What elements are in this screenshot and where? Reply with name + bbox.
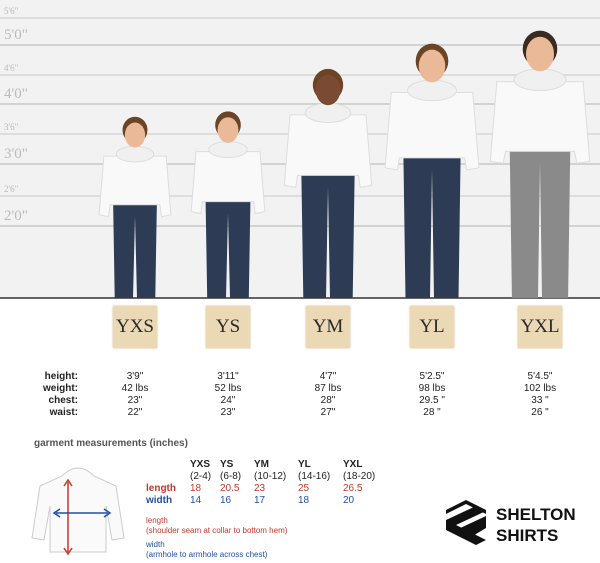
measurement: 20.5 [220,483,240,494]
child-face [418,49,446,83]
height-scale-label: 2'0" [4,208,28,224]
size-stat: 98 lbs [418,383,446,394]
size-stat: 28" [320,395,336,406]
height-scale-label: 2'6" [4,184,19,194]
child-hoodie [98,155,172,218]
logo-line1: SHELTON [496,505,576,524]
child-face [525,36,555,72]
size-badge: YS [206,306,250,348]
column-size: YS [220,459,234,470]
child-face [217,117,239,143]
stat-label: waist: [49,407,78,418]
measurement: 26.5 [343,483,363,494]
child-face [124,122,146,148]
hoodie-diagram [31,467,125,556]
size-stat: 5'4.5" [527,371,553,382]
size-badge: YXL [518,306,562,348]
height-scale-label: 5'6" [4,6,19,16]
child-hoodie [384,91,480,171]
size-stat: 27" [320,407,336,418]
measurement: 18 [190,483,202,494]
child-hoodie [489,81,591,164]
column-range: (18-20) [343,471,376,482]
size-stat: 42 lbs [121,383,149,394]
size-stat: 3'11" [217,371,239,382]
size-stat: 26 " [531,407,549,418]
measurement: 20 [343,495,355,506]
height-scale-label: 3'6" [4,122,19,132]
column-range: (6-8) [220,471,242,482]
column-range: (10-12) [254,471,287,482]
size-stat: 5'2.5" [419,371,445,382]
size-stat: 4'7" [319,371,337,382]
size-badge: YXS [113,306,157,348]
row-label: width [146,495,173,506]
garment-title: garment measurements (inches) [34,438,188,449]
child-hoodie [190,151,266,215]
height-scale-label: 5'0" [4,27,28,43]
size-stat: 3'9" [126,371,144,382]
logo-icon [446,500,486,545]
height-photo [0,0,600,299]
logo-line2: SHIRTS [496,526,559,545]
column-size: YXS [190,459,211,470]
column-size: YM [254,459,269,470]
size-stat: 22" [127,407,143,418]
size-stat: 87 lbs [314,383,342,394]
note-desc: (armhole to armhole across chest) [146,550,268,559]
row-label: length [146,483,176,494]
column-range: (2-4) [190,471,212,482]
child-face [315,74,341,106]
height-scale-label: 4'6" [4,63,19,73]
measurement: 14 [190,495,202,506]
size-stat: 102 lbs [523,383,557,394]
column-range: (14-16) [298,471,331,482]
child-hoodie [283,114,373,188]
child-jeans [301,175,355,298]
note-desc: (shoulder seam at collar to bottom hem) [146,526,288,535]
size-stat: 23" [220,407,236,418]
note-term: width [146,540,165,549]
height-scale-label: 4'0" [4,86,28,102]
size-stat: 33 " [531,395,549,406]
measurement: 18 [298,495,310,506]
size-stat: 23" [127,395,143,406]
stat-label: height: [44,371,78,382]
child-jeans [509,151,571,298]
measurement: 25 [298,483,310,494]
size-stat: 29.5 " [419,395,445,406]
column-size: YXL [343,459,363,470]
size-stat: 24" [220,395,236,406]
note-term: length [146,516,168,525]
measurement: 23 [254,483,266,494]
child-jeans [205,201,251,298]
child-jeans [403,157,461,298]
size-badge: YM [306,306,350,348]
stat-label: chest: [48,395,78,406]
column-size: YL [298,459,311,470]
size-stat: 52 lbs [214,383,242,394]
measurement: 16 [220,495,232,506]
size-badge: YL [410,306,454,348]
size-stat: 28 " [423,407,441,418]
height-scale-label: 3'0" [4,146,28,162]
measurement: 17 [254,495,266,506]
stat-label: weight: [43,383,78,394]
child-jeans [113,204,157,298]
